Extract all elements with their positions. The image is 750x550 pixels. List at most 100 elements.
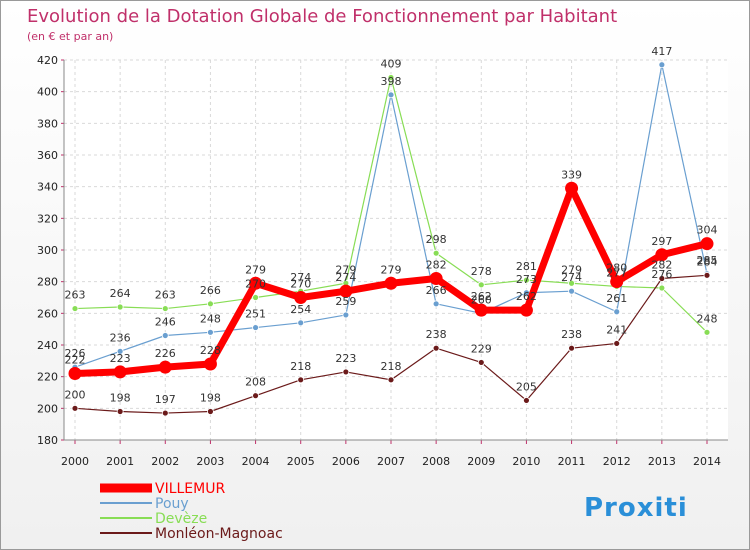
data-label: 198 — [200, 392, 221, 405]
data-label: 398 — [381, 75, 402, 88]
data-point — [342, 311, 350, 319]
y-tick-label: 240 — [37, 339, 58, 352]
data-point — [613, 308, 621, 316]
data-point — [700, 237, 714, 251]
y-tick-label: 280 — [37, 276, 58, 289]
data-point — [116, 408, 124, 415]
x-tick-label: 2012 — [603, 455, 631, 468]
chart-subtitle: (en € et par an) — [27, 30, 113, 43]
data-label: 236 — [110, 331, 131, 344]
x-tick-label: 2001 — [106, 455, 134, 468]
data-label: 298 — [426, 233, 447, 246]
data-label: 261 — [606, 292, 627, 305]
data-point — [429, 272, 443, 285]
data-label: 266 — [426, 284, 447, 297]
y-tick-label: 380 — [37, 117, 58, 130]
data-label: 276 — [651, 268, 672, 281]
data-point — [207, 328, 214, 336]
data-label: 270 — [245, 278, 266, 291]
axes: 180 200 220 240 260 280 300 320 340 360 380 400 420 2… — [37, 54, 728, 468]
logo-text: Proxiti — [584, 493, 688, 523]
data-label: 281 — [516, 260, 537, 273]
data-label: 282 — [426, 259, 447, 272]
data-label: 200 — [65, 388, 86, 401]
data-label: 417 — [651, 45, 672, 58]
data-point — [655, 248, 669, 262]
data-label: 297 — [651, 235, 672, 248]
data-label: 198 — [110, 392, 131, 405]
data-point — [387, 91, 395, 99]
y-tick-label: 260 — [37, 307, 58, 320]
data-label: 260 — [471, 293, 492, 306]
x-tick-label: 2014 — [693, 455, 721, 468]
proxiti-logo: Proxiti — [584, 493, 688, 523]
x-tick-label: 2004 — [242, 455, 270, 468]
data-point — [568, 279, 575, 287]
x-tick-label: 2003 — [196, 455, 224, 468]
data-label: 270 — [290, 278, 311, 291]
data-label: 285 — [697, 254, 718, 267]
data-label: 277 — [606, 266, 627, 279]
data-label: 251 — [245, 308, 266, 321]
data-point — [252, 392, 259, 400]
data-point — [658, 61, 666, 69]
x-tick-label: 2011 — [558, 455, 586, 468]
data-point — [68, 367, 82, 380]
data-point — [565, 181, 579, 195]
data-label: 218 — [381, 360, 402, 373]
data-label: 222 — [65, 354, 86, 367]
data-point — [203, 357, 217, 371]
data-point — [249, 276, 263, 290]
data-label: 238 — [561, 328, 582, 341]
data-point — [207, 408, 214, 415]
data-point — [387, 376, 395, 384]
y-tick-label: 200 — [37, 402, 58, 415]
data-point — [477, 281, 485, 289]
data-label: 223 — [335, 352, 356, 365]
data-label: 280 — [606, 262, 627, 275]
y-tick-label: 220 — [37, 371, 58, 384]
data-label: 248 — [200, 312, 221, 325]
data-label: 208 — [245, 376, 266, 389]
data-point — [71, 305, 79, 312]
data-label: 218 — [290, 360, 311, 373]
series-lines — [68, 61, 714, 417]
data-point — [432, 249, 440, 257]
x-tick-label: 2000 — [61, 455, 89, 468]
data-label: 279 — [335, 263, 356, 276]
data-label: 205 — [516, 380, 537, 393]
chart-title: Evolution de la Dotation Globale de Fonc… — [27, 6, 617, 27]
data-label: 241 — [606, 323, 627, 336]
data-label: 262 — [471, 290, 492, 303]
y-tick-label: 180 — [37, 434, 58, 447]
data-label: 274 — [561, 271, 582, 284]
data-point — [252, 324, 259, 331]
data-label: 282 — [651, 259, 672, 272]
data-label: 273 — [516, 273, 537, 286]
legend-label: Monléon-Magnoac — [155, 526, 283, 542]
x-tick-label: 2009 — [467, 455, 495, 468]
data-point — [384, 276, 398, 290]
data-point — [342, 368, 350, 376]
x-tick-label: 2002 — [151, 455, 179, 468]
data-point — [568, 344, 575, 352]
data-label: 259 — [335, 295, 356, 308]
x-tick-label: 2006 — [332, 455, 360, 468]
y-tick-label: 320 — [37, 212, 58, 225]
y-tick-label: 340 — [37, 181, 58, 194]
y-tick-label: 360 — [37, 149, 58, 162]
data-point — [297, 376, 305, 384]
data-point — [477, 359, 485, 366]
data-label: 274 — [335, 271, 356, 284]
data-point — [432, 344, 440, 352]
data-point — [703, 271, 711, 279]
data-point — [703, 328, 711, 336]
data-point — [207, 300, 214, 308]
data-label: 339 — [561, 168, 582, 181]
data-point — [613, 340, 621, 347]
data-point — [294, 291, 308, 304]
data-point — [610, 275, 624, 289]
data-label: 284 — [697, 255, 718, 268]
